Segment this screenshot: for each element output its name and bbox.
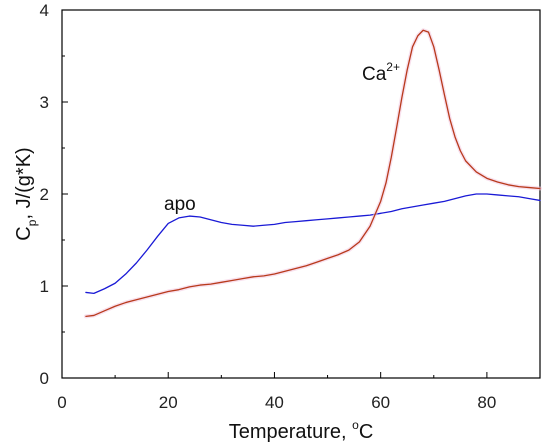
y-tick-label: 0	[40, 369, 49, 388]
x-tick-label: 80	[477, 393, 496, 412]
ticks-layer: 0 20 40 60 80 0 1 2 3 4	[40, 1, 541, 412]
y-tick-label: 2	[40, 185, 49, 204]
plot-area	[61, 9, 541, 379]
y-tick-label: 1	[40, 277, 49, 296]
series-layer	[83, 28, 542, 319]
ca-series-line	[85, 29, 541, 318]
x-tick-label: 40	[265, 393, 284, 412]
x-tick-label: 20	[159, 393, 178, 412]
x-tick-label: 0	[57, 393, 66, 412]
x-tick-label: 60	[371, 393, 390, 412]
y-axis-title: Cp, J/(g*K)	[13, 147, 39, 240]
y-tick-label: 3	[40, 93, 49, 112]
y-tick-label: 4	[40, 1, 49, 20]
x-axis-title: Temperature, oC	[229, 418, 374, 443]
apo-series-line	[85, 193, 541, 295]
annotation-apo: apo	[164, 194, 196, 215]
annotation-ca: Ca2+	[362, 60, 400, 85]
